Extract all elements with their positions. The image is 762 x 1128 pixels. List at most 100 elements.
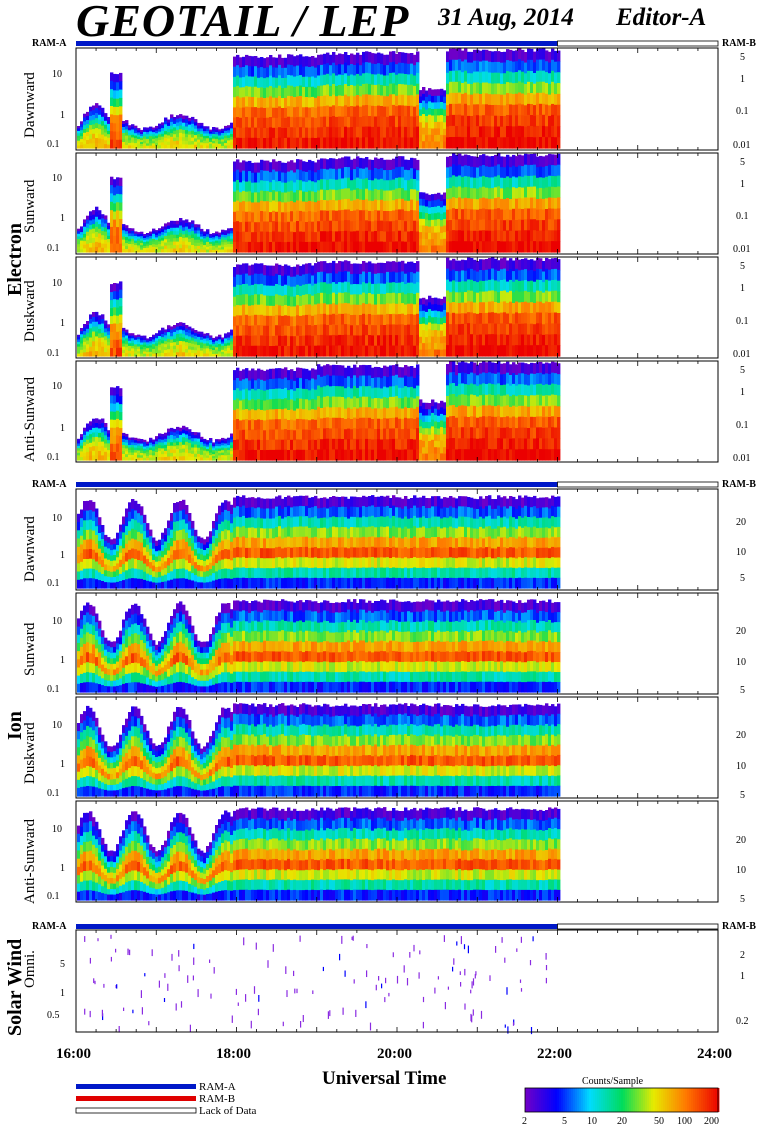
left-tick: 10: [52, 824, 62, 835]
left-tick: 1: [60, 110, 65, 121]
colorbar-cell: [629, 1088, 632, 1112]
right-tick: 0.1: [736, 316, 749, 327]
left-tick: 0.1: [47, 891, 60, 902]
colorbar-cell: [545, 1088, 548, 1112]
colorbar-tick: 10: [587, 1116, 597, 1127]
left-tick: 0.1: [47, 243, 60, 254]
right-tick: 10: [736, 547, 746, 558]
colorbar-cell: [527, 1088, 530, 1112]
colorbar-cell: [575, 1088, 578, 1112]
colorbar-cell: [607, 1088, 610, 1112]
left-tick: 10: [52, 616, 62, 627]
colorbar-cell: [645, 1088, 648, 1112]
left-tick: 0.1: [47, 139, 60, 150]
right-tick: 5: [740, 261, 745, 272]
left-tick: 10: [52, 513, 62, 524]
colorbar-tick: 2: [522, 1116, 527, 1127]
right-tick: 0.1: [736, 420, 749, 431]
colorbar-cell: [533, 1088, 536, 1112]
right-tick: 10: [736, 865, 746, 876]
colorbar-cell: [549, 1088, 552, 1112]
colorbar-cell: [663, 1088, 666, 1112]
colorbar-cell: [537, 1088, 540, 1112]
colorbar-tick: 50: [654, 1116, 664, 1127]
colorbar-cell: [555, 1088, 558, 1112]
colorbar-cell: [685, 1088, 688, 1112]
plot-editor: Editor-A: [616, 4, 707, 31]
left-tick: 1: [60, 213, 65, 224]
left-tick: 10: [52, 720, 62, 731]
right-tick: 0.01: [733, 244, 751, 255]
ram-bar-solar-wind-gap: [557, 923, 719, 930]
panel-label-ion-dawnward: Dawnward: [22, 516, 38, 582]
legend-label-ram-b: RAM-B: [199, 1093, 236, 1105]
ram-bar-ion-gap: [557, 481, 719, 488]
colorbar-cell: [579, 1088, 582, 1112]
colorbar-cell: [679, 1088, 682, 1112]
colorbar-cell: [565, 1088, 568, 1112]
left-tick: 1: [60, 550, 65, 561]
colorbar-cell: [695, 1088, 698, 1112]
ram-bar-electron-gap: [557, 40, 719, 47]
left-tick: 0.1: [47, 788, 60, 799]
left-tick: 1: [60, 655, 65, 666]
colorbar-cell: [639, 1088, 642, 1112]
ram-a-label-solar-wind: RAM-A: [32, 921, 67, 932]
colorbar-cell: [635, 1088, 638, 1112]
left-tick: 0.1: [47, 348, 60, 359]
left-tick: 10: [52, 69, 62, 80]
right-tick: 5: [740, 685, 745, 696]
colorbar-cell: [577, 1088, 580, 1112]
right-tick: 0.01: [733, 453, 751, 464]
colorbar-tick: 5: [562, 1116, 567, 1127]
panel-label-electron-sunward: Sunward: [22, 179, 38, 233]
colorbar-cell: [675, 1088, 678, 1112]
right-tick: 1: [740, 387, 745, 398]
right-tick: 20: [736, 730, 746, 741]
x-tick-label: 16:00: [56, 1046, 91, 1062]
plot-date: 31 Aug, 2014: [438, 4, 574, 31]
panel-label-electron-anti-sunward: Anti-Sunward: [22, 377, 38, 462]
left-tick: 1: [60, 863, 65, 874]
legend-swatch-ram-a: [76, 1084, 196, 1089]
left-tick: 1: [60, 423, 65, 434]
colorbar-cell: [709, 1088, 712, 1112]
ram-b-label-ion: RAM-B: [722, 479, 756, 490]
colorbar-cell: [625, 1088, 628, 1112]
colorbar-cell: [561, 1088, 564, 1112]
x-tick-label: 22:00: [537, 1046, 572, 1062]
left-tick: 5: [60, 959, 65, 970]
colorbar-cell: [637, 1088, 640, 1112]
colorbar-cell: [669, 1088, 672, 1112]
colorbar-cell: [569, 1088, 572, 1112]
spectrogram-electron-0: [77, 48, 561, 149]
right-tick: 0.01: [733, 349, 751, 360]
left-tick: 1: [60, 759, 65, 770]
colorbar-cell: [531, 1088, 534, 1112]
right-tick: 0.2: [736, 1016, 749, 1027]
ram-a-label-electron: RAM-A: [32, 38, 67, 49]
colorbar-cell: [529, 1088, 532, 1112]
colorbar-cell: [621, 1088, 624, 1112]
colorbar-cell: [697, 1088, 700, 1112]
colorbar-cell: [543, 1088, 546, 1112]
colorbar-cell: [641, 1088, 644, 1112]
colorbar-cell: [659, 1088, 662, 1112]
panel-label-ion-duskward: Duskward: [22, 722, 38, 784]
ram-bar-electron: [76, 41, 558, 46]
colorbar-cell: [647, 1088, 650, 1112]
colorbar-cell: [661, 1088, 664, 1112]
left-tick: 1: [60, 988, 65, 999]
spectrogram-ion-0: [77, 495, 561, 589]
legend-swatch-lack-of-data: [75, 1107, 197, 1114]
colorbar-cell: [703, 1088, 706, 1112]
colorbar-cell: [689, 1088, 692, 1112]
x-axis-label: Universal Time: [322, 1068, 447, 1089]
colorbar-cell: [593, 1088, 596, 1112]
colorbar-cell: [525, 1088, 528, 1112]
colorbar-cell: [617, 1088, 620, 1112]
colorbar-cell: [665, 1088, 668, 1112]
colorbar-cell: [595, 1088, 598, 1112]
colorbar-cell: [611, 1088, 614, 1112]
